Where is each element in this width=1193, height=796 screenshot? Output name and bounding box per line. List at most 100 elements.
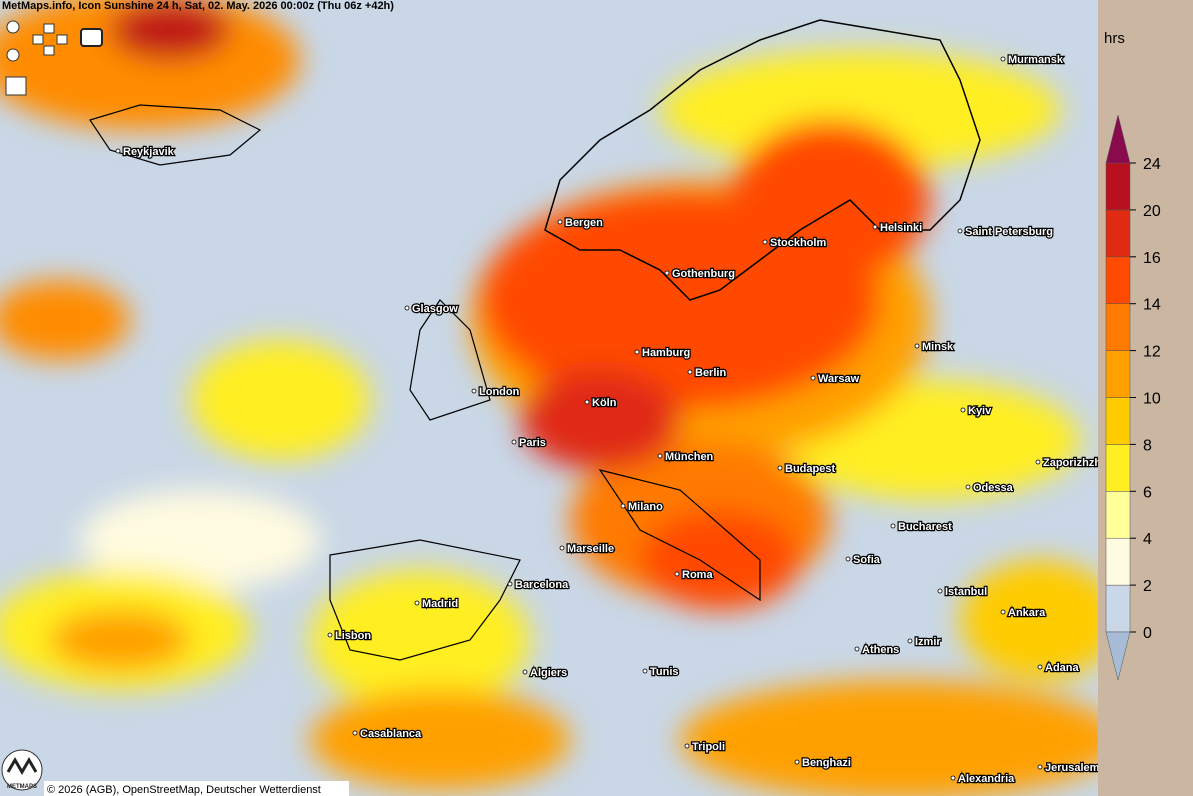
city-dot	[965, 484, 971, 490]
legend-tick-label: 8	[1143, 437, 1152, 454]
pan-down-button[interactable]	[43, 45, 55, 56]
city-label: Madrid	[422, 598, 458, 610]
fullscreen-button[interactable]	[5, 76, 27, 96]
city-label: Izmir	[915, 636, 941, 648]
city-dot	[642, 668, 648, 674]
legend-tick-label: 0	[1143, 625, 1152, 642]
city-dot	[684, 743, 690, 749]
city-label: Stockholm	[770, 237, 826, 249]
city-dot	[957, 228, 963, 234]
city-label: Berlin	[695, 367, 726, 379]
city-dot	[620, 503, 626, 509]
city-dot	[810, 375, 816, 381]
city-label: Tunis	[650, 666, 679, 678]
city-dot	[872, 224, 878, 230]
city-dot	[907, 638, 913, 644]
city-dot	[854, 646, 860, 652]
city-label: Murmansk	[1008, 54, 1064, 66]
city-dot	[507, 581, 513, 587]
city-dot	[1037, 664, 1043, 670]
city-label: Tripoli	[692, 741, 725, 753]
city-dot	[674, 571, 680, 577]
city-label: Lisbon	[335, 630, 371, 642]
city-label: Minsk	[922, 341, 954, 353]
city-label: Alexandria	[958, 773, 1015, 785]
city-dot	[937, 588, 943, 594]
city-dot	[794, 759, 800, 765]
color-band	[1105, 162, 1131, 211]
city-label: Reykjavik	[123, 146, 175, 158]
city-dot	[845, 556, 851, 562]
city-label: Ankara	[1008, 607, 1046, 619]
city-label: Barcelona	[515, 579, 569, 591]
city-label: Istanbul	[945, 586, 987, 598]
zoom-out-button[interactable]	[6, 48, 20, 62]
city-dot	[1035, 459, 1041, 465]
city-dot	[960, 407, 966, 413]
legend-tick-label: 2	[1143, 578, 1152, 595]
city-dot	[950, 775, 956, 781]
legend-tick-label: 16	[1143, 250, 1161, 267]
city-label: Köln	[592, 397, 617, 409]
city-label: Benghazi	[802, 757, 851, 769]
city-label: Zaporizhzhia	[1043, 457, 1111, 469]
city-dot	[414, 600, 420, 606]
city-dot	[327, 632, 333, 638]
map-title: MetMaps.info, Icon Sunshine 24 h, Sat, 0…	[2, 0, 394, 12]
map: Murmansk Reykjavik Bergen Helsinki Saint Pet…	[0, 0, 1111, 796]
city-label: Bergen	[565, 217, 603, 229]
city-dot	[914, 343, 920, 349]
city-dot	[404, 305, 410, 311]
city-dot	[1000, 609, 1006, 615]
city-dot	[890, 523, 896, 529]
legend-unit: hrs	[1104, 30, 1125, 47]
city-label: München	[665, 451, 714, 463]
city-dot	[1000, 56, 1006, 62]
pan-right-button[interactable]	[56, 34, 68, 45]
city-dot	[687, 369, 693, 375]
city-dot	[762, 239, 768, 245]
city-label: Bucharest	[898, 521, 952, 533]
color-band	[1105, 350, 1131, 398]
city-labels: Murmansk Reykjavik Bergen Helsinki Saint Pet…	[115, 53, 1111, 786]
city-label: Athens	[862, 644, 899, 656]
city-label: Hamburg	[642, 347, 690, 359]
city-label: Casablanca	[360, 728, 422, 740]
city-label: Paris	[519, 437, 546, 449]
color-band	[1105, 397, 1131, 445]
city-dot	[664, 270, 670, 276]
logo-text: METMAPS	[7, 784, 37, 790]
legend-tick-label: 4	[1143, 531, 1152, 548]
city-dot	[557, 219, 563, 225]
color-band	[1105, 209, 1131, 258]
city-dot	[522, 669, 528, 675]
city-label: Algiers	[530, 667, 567, 679]
over-triangle	[1105, 114, 1131, 164]
city-label: Gothenburg	[672, 268, 735, 280]
city-dot	[634, 349, 640, 355]
pan-up-button[interactable]	[43, 23, 55, 34]
city-label: Helsinki	[880, 222, 922, 234]
zoom-in-button[interactable]	[6, 20, 20, 34]
color-band	[1105, 444, 1131, 492]
under-triangle	[1105, 631, 1131, 681]
city-label: Budapest	[785, 463, 835, 475]
city-dot	[1037, 764, 1043, 770]
color-band	[1105, 537, 1131, 586]
city-label: Jerusalem	[1045, 762, 1100, 774]
screenshot-button[interactable]	[80, 28, 103, 47]
color-band	[1105, 303, 1131, 351]
city-label: London	[479, 386, 520, 398]
city-label: Warsaw	[818, 373, 860, 385]
legend-tick-label: 24	[1143, 156, 1161, 173]
city-dot	[657, 453, 663, 459]
city-label: Sofia	[853, 554, 881, 566]
color-band	[1105, 256, 1131, 304]
color-band	[1105, 584, 1131, 633]
city-dot	[511, 439, 517, 445]
city-label: Marseille	[567, 543, 614, 555]
city-dot	[471, 388, 477, 394]
pan-left-button[interactable]	[32, 34, 44, 45]
